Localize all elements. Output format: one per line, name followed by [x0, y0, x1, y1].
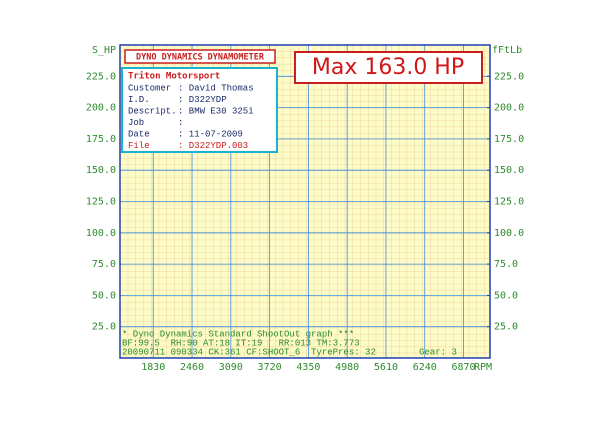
x-tick-label: 2460 [180, 362, 204, 373]
y-tick-label: 225.0 [86, 71, 116, 82]
x-tick-label: 6870 [451, 362, 475, 373]
footer-line: * Dyno Dynamics Standard ShootOut graph … [122, 329, 354, 339]
info-label: I.D. [128, 95, 150, 105]
y2-tick-label: 175.0 [494, 134, 524, 145]
footer-line: BF:99.5 RH:90 AT:18 IT:19 RR:013 TM:3.77… [122, 338, 360, 348]
y-tick-label: 75.0 [92, 259, 116, 270]
y2-tick-label: 100.0 [494, 228, 524, 239]
x-tick-label: 1830 [141, 362, 165, 373]
info-value: : 11-07-2009 [178, 129, 243, 139]
y2-tick-label: 50.0 [494, 290, 518, 301]
x-axis-label: RPM [474, 362, 492, 373]
max-annotation: Max 163.0 HP [312, 55, 464, 80]
info-value: : D322YDP.003 [178, 141, 248, 151]
info-value: : David Thomas [178, 83, 254, 93]
title-box [124, 49, 276, 64]
y2-tick-label: 150.0 [494, 165, 524, 176]
x-tick-label: 6240 [413, 362, 437, 373]
x-tick-label: 4980 [335, 362, 359, 373]
x-tick-label: 4350 [296, 362, 320, 373]
max-box [294, 51, 483, 84]
info-label: File [128, 141, 150, 151]
y2-tick-label: 225.0 [494, 71, 524, 82]
y2-tick-label: 25.0 [494, 322, 518, 333]
info-label: Customer [128, 83, 171, 93]
info-box [121, 67, 278, 153]
info-label: Descript. [128, 106, 177, 116]
y-axis-label: S_HP [92, 45, 116, 56]
x-tick-label: 3720 [258, 362, 282, 373]
y-tick-label: 200.0 [86, 103, 116, 114]
footer-line: 20090711 090334 CK:361 CF:SHOOT_6 TyrePr… [122, 347, 457, 357]
x-tick-label: 3090 [219, 362, 243, 373]
info-value: : BMW E30 325i [178, 106, 254, 116]
x-tick-label: 5610 [374, 362, 398, 373]
y-tick-label: 150.0 [86, 165, 116, 176]
info-header: Triton Motorsport [128, 71, 220, 82]
y2-tick-label: 75.0 [494, 259, 518, 270]
y2-tick-label: 200.0 [494, 103, 524, 114]
info-label: Job [128, 118, 144, 128]
y-tick-label: 50.0 [92, 290, 116, 301]
info-value: : D322YDP [178, 95, 227, 105]
y2-tick-label: 125.0 [494, 197, 524, 208]
y-tick-label: 175.0 [86, 134, 116, 145]
y2-axis-label: fFtLb [492, 45, 522, 56]
y-tick-label: 125.0 [86, 197, 116, 208]
chart-title: DYNO DYNAMICS DYNAMOMETER [136, 53, 265, 63]
info-label: Date [128, 129, 150, 139]
info-value: : [178, 118, 183, 128]
y-tick-label: 25.0 [92, 322, 116, 333]
y-tick-label: 100.0 [86, 228, 116, 239]
